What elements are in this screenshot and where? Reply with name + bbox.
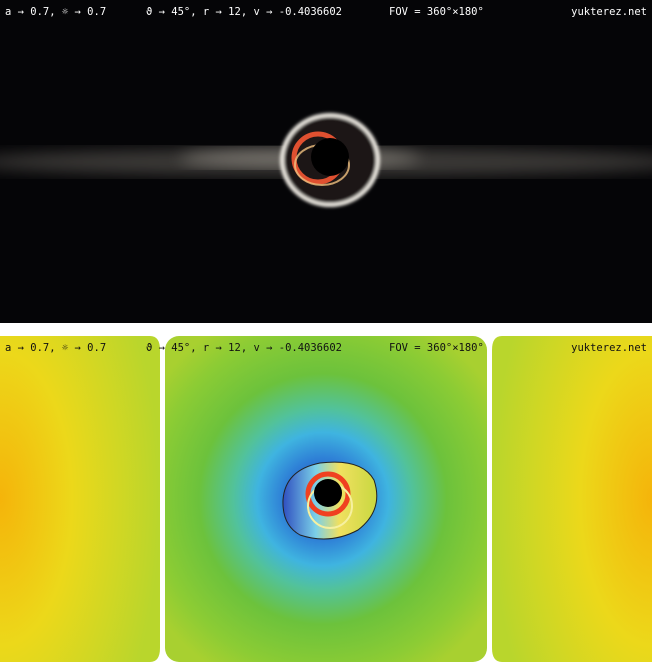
map-left: [0, 336, 160, 662]
label: a → 0.7, ☼ → 0.7: [5, 342, 106, 354]
label: ϑ → 45°, r → 12, v → -0.4036602: [146, 342, 342, 354]
shadow: [314, 479, 342, 507]
label: yukterez.net: [571, 6, 647, 18]
top-panel: a → 0.7, ☼ → 0.7 ϑ → 45°, r → 12, v → -0…: [0, 0, 652, 323]
map-right: [492, 336, 652, 662]
label: yukterez.net: [571, 342, 647, 354]
label: FOV = 360°×180°: [389, 6, 484, 18]
label: FOV = 360°×180°: [389, 342, 484, 354]
shadow: [311, 138, 349, 176]
label: ϑ → 45°, r → 12, v → -0.4036602: [146, 6, 342, 18]
label: a → 0.7, ☼ → 0.7: [5, 6, 106, 18]
bottom-panel: a → 0.7, ☼ → 0.7 ϑ → 45°, r → 12, v → -0…: [0, 336, 652, 662]
